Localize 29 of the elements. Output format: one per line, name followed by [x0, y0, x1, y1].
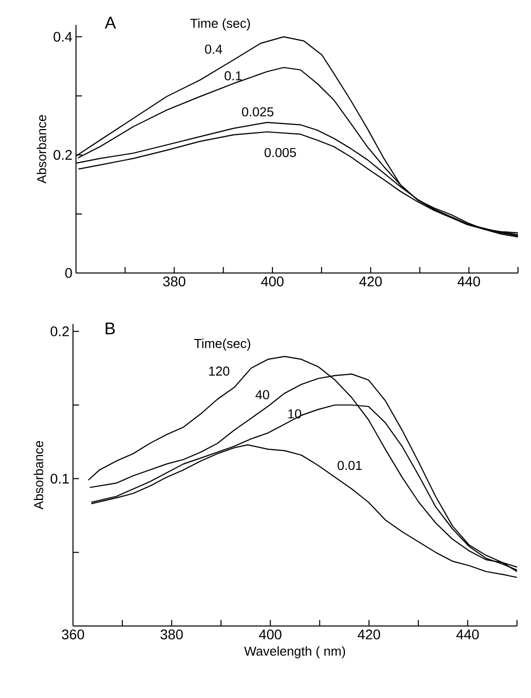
series-label: 0.1: [224, 71, 242, 80]
series-label: 10: [288, 409, 302, 418]
x-tick-label: 420: [359, 276, 382, 286]
y-tick-label: 0.2: [54, 150, 72, 160]
y-tick-label: 0: [65, 268, 72, 278]
x-axis-title: Wavelength ( nm): [244, 646, 346, 658]
x-tick-label: 400: [261, 276, 284, 286]
x-tick-label: 420: [358, 630, 380, 640]
chart-title: A: [104, 16, 116, 28]
series-label: 40: [256, 390, 270, 400]
chart-title: B: [106, 322, 115, 334]
x-tick-label: 400: [259, 630, 282, 640]
x-tick-label: 380: [163, 276, 186, 286]
x-tick-label: 380: [160, 630, 183, 640]
y-axis-title: Absorbance: [34, 441, 44, 510]
y-tick-label: 0.4: [54, 32, 72, 42]
y-axis-title: Absorbance: [36, 115, 46, 184]
series-label: 0.025: [242, 107, 274, 116]
series-label: 0.4: [205, 44, 222, 54]
series-label: 120: [209, 366, 230, 376]
legend-title: Time(sec): [194, 338, 250, 351]
legend-title: Time (sec): [190, 18, 250, 30]
series-label: 0.01: [338, 460, 362, 470]
x-tick-label: 440: [458, 276, 480, 286]
x-tick-label: 440: [456, 630, 479, 640]
y-tick-label: 0.1: [50, 474, 69, 484]
y-tick-label: 0.2: [50, 326, 69, 336]
x-tick-label: 360: [62, 630, 84, 640]
series-label: 0.005: [264, 148, 296, 158]
